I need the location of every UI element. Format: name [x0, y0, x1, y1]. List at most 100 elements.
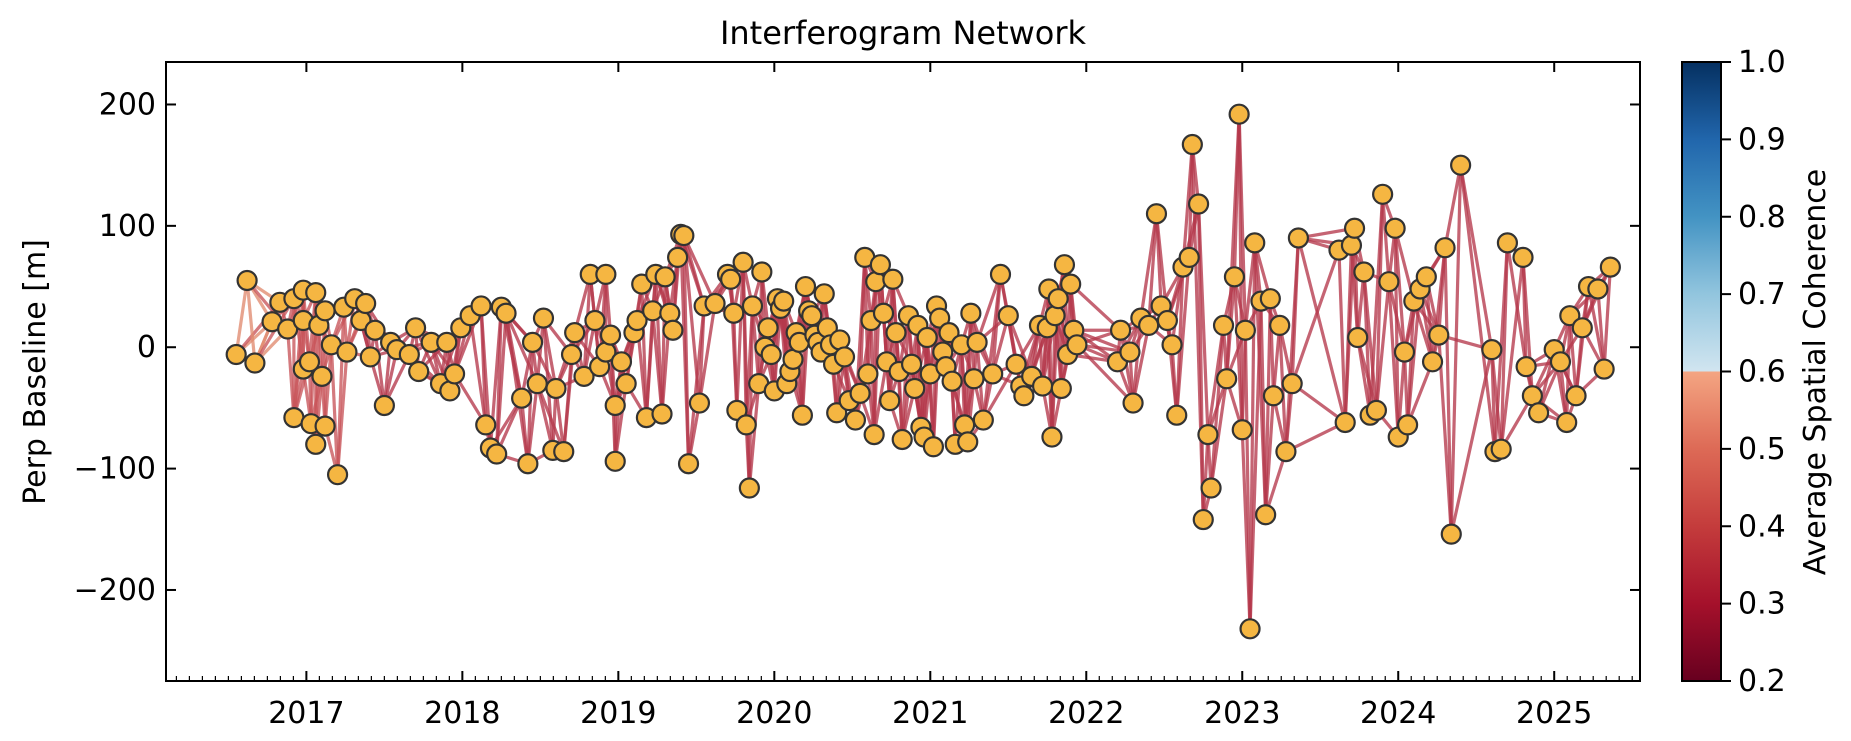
interferogram-edge: [1237, 114, 1247, 331]
interferogram-edge: [1381, 194, 1391, 282]
acquisition-point: [1440, 523, 1462, 545]
interferogram-edge: [535, 317, 546, 384]
acquisition-point: [989, 263, 1012, 286]
acquisition-point: [336, 341, 358, 363]
acquisition-point: [735, 414, 757, 436]
acquisition-point: [654, 266, 676, 288]
acquisition-point: [1587, 278, 1609, 300]
acquisition-point: [521, 331, 544, 353]
acquisition-point: [667, 246, 689, 269]
acquisition-point: [1393, 341, 1416, 363]
interferogram-edge: [1285, 421, 1346, 454]
interferogram-edge: [747, 305, 755, 489]
colorbar-gradient: [1681, 61, 1722, 682]
acquisition-point: [1450, 154, 1472, 176]
acquisition-point: [1060, 273, 1082, 295]
acquisition-point: [1138, 314, 1160, 336]
acquisition-point: [1166, 404, 1188, 426]
acquisition-point: [751, 261, 773, 283]
acquisition-point: [1421, 351, 1444, 373]
acquisition-point: [359, 346, 381, 368]
interferogram-edge: [1131, 325, 1151, 404]
x-tick-label: 2020: [736, 696, 812, 731]
interferogram-edge: [682, 234, 717, 305]
acquisition-point: [1239, 618, 1261, 640]
y-tick-label: 200: [99, 87, 156, 122]
acquisition-point: [960, 302, 982, 324]
acquisition-point: [311, 365, 333, 387]
interferogram-edge: [373, 330, 386, 406]
interferogram-edge: [1264, 451, 1288, 516]
acquisition-point: [1281, 373, 1303, 395]
acquisition-point: [564, 322, 586, 344]
x-tick-label: 2023: [1204, 696, 1280, 731]
interferogram-edge: [1499, 257, 1525, 450]
acquisition-point: [732, 251, 754, 273]
interferogram-edge: [1201, 434, 1210, 520]
x-tick-label: 2024: [1360, 696, 1436, 731]
acquisition-point: [244, 352, 266, 374]
interferogram-edge: [335, 351, 349, 475]
interferogram-edge: [1459, 164, 1497, 452]
acquisition-point: [560, 343, 583, 366]
acquisition-point: [1041, 426, 1063, 448]
interferogram-edge: [747, 383, 761, 489]
acquisition-point: [326, 464, 349, 486]
acquisition-point: [526, 373, 548, 395]
acquisition-point: [604, 450, 626, 472]
interferogram-edge: [468, 315, 488, 426]
acquisition-point: [891, 428, 913, 451]
acquisition-point: [314, 300, 336, 322]
acquisition-point: [475, 414, 497, 436]
acquisition-point: [1415, 266, 1437, 288]
acquisition-point: [794, 275, 817, 298]
acquisition-point: [704, 292, 726, 315]
interferogram-edge: [697, 305, 706, 404]
interferogram-edge: [1393, 228, 1400, 438]
interferogram-edge: [1196, 203, 1210, 435]
acquisition-point: [626, 309, 648, 332]
acquisition-point: [1244, 232, 1266, 254]
acquisition-point: [1053, 254, 1076, 276]
interferogram-edge: [1209, 378, 1229, 489]
x-tick-label: 2017: [268, 696, 344, 731]
acquisition-point: [972, 409, 994, 431]
y-tick-label: −200: [74, 573, 156, 608]
interferogram-edge: [1175, 257, 1191, 416]
acquisition-point: [1490, 438, 1512, 460]
acquisition-point: [1109, 319, 1132, 341]
acquisition-point: [1556, 411, 1578, 434]
x-tick-label: 2021: [892, 696, 968, 731]
acquisition-point: [443, 363, 466, 385]
acquisition-point: [1032, 375, 1054, 397]
acquisition-point: [826, 402, 848, 424]
acquisition-point: [364, 319, 386, 341]
acquisition-point: [486, 443, 508, 465]
colorbar-tick-label: 0.8: [1738, 200, 1786, 235]
interferogram-edge: [1596, 288, 1606, 370]
interferogram-edge: [1271, 325, 1282, 396]
acquisition-point: [662, 319, 684, 341]
acquisition-point: [355, 292, 377, 315]
acquisition-point: [1365, 399, 1387, 421]
acquisition-point: [938, 322, 960, 344]
acquisition-point: [659, 302, 681, 324]
acquisition-point: [757, 317, 779, 339]
acquisition-point: [1396, 414, 1419, 436]
acquisition-point: [1434, 237, 1456, 259]
acquisition-point: [966, 331, 988, 353]
acquisition-point: [1353, 261, 1375, 283]
interferogram-edge: [1290, 249, 1341, 385]
acquisition-point: [1269, 314, 1291, 336]
acquisition-point: [517, 453, 539, 475]
interferogram-edge: [1075, 343, 1135, 405]
acquisition-point: [929, 307, 951, 329]
acquisition-point: [869, 254, 891, 276]
interferogram-edge: [1505, 242, 1528, 367]
acquisition-point: [584, 309, 606, 332]
acquisition-point: [1212, 314, 1235, 336]
acquisition-point: [688, 392, 711, 414]
acquisition-point: [1047, 288, 1069, 310]
interferogram-edge: [526, 383, 539, 464]
